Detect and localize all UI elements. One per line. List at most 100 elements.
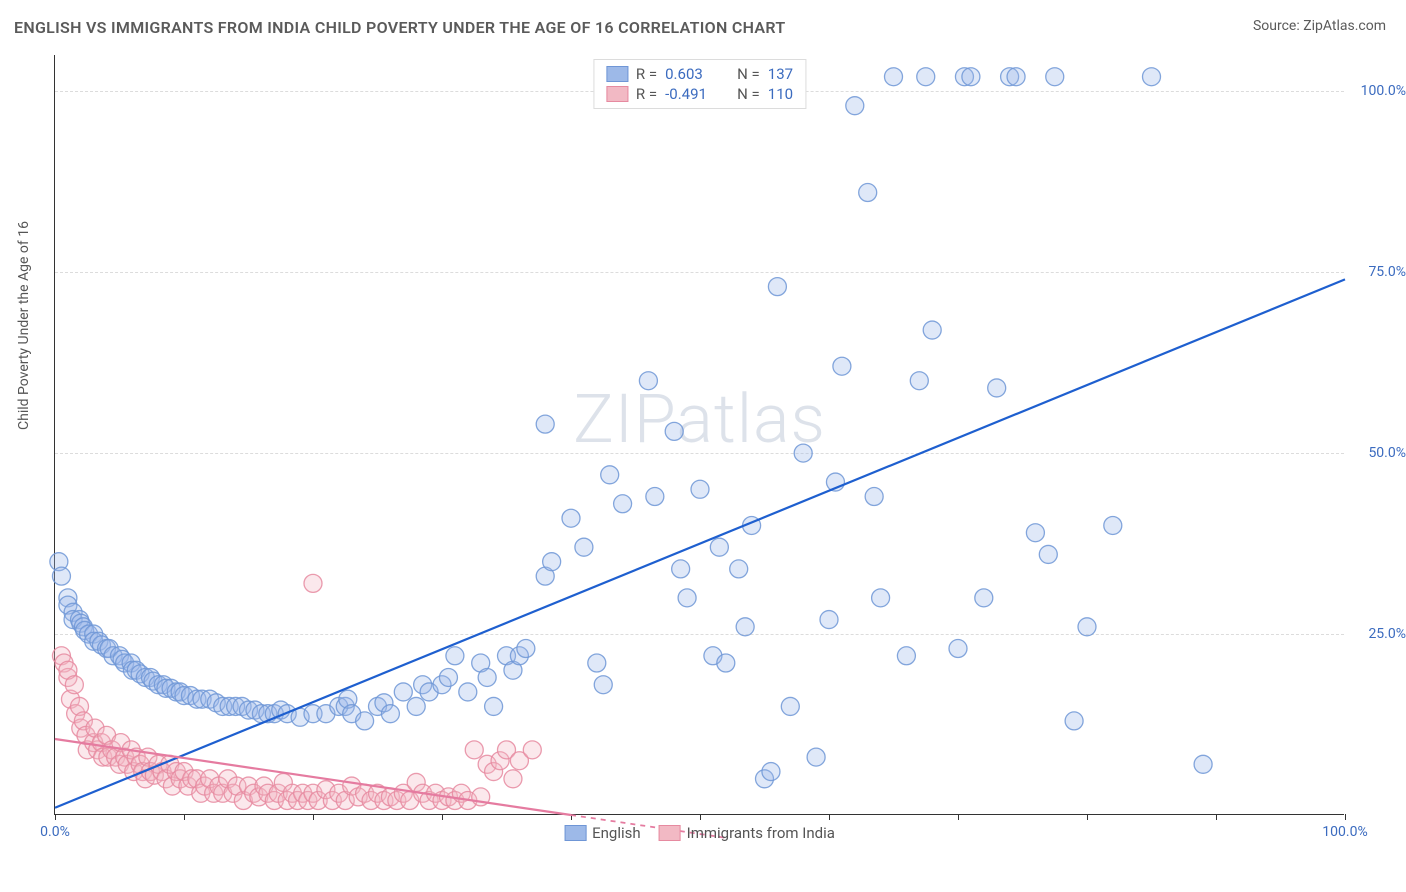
data-point xyxy=(523,741,541,759)
y-tick-label: 25.0% xyxy=(1368,626,1406,642)
data-point xyxy=(962,68,980,86)
x-tick-label: 100.0% xyxy=(1322,824,1367,840)
n-value: 137 xyxy=(768,65,793,83)
data-point xyxy=(588,654,606,672)
data-point xyxy=(923,321,941,339)
data-point xyxy=(807,748,825,766)
legend-swatch xyxy=(606,66,628,82)
data-point xyxy=(1026,524,1044,542)
legend-swatch xyxy=(659,825,681,841)
x-tick xyxy=(1345,814,1346,820)
legend-series-label: Immigrants from India xyxy=(687,824,835,842)
data-point xyxy=(646,488,664,506)
legend-series-label: English xyxy=(592,824,641,842)
data-point xyxy=(768,278,786,296)
data-point xyxy=(872,589,890,607)
x-tick-label: 0.0% xyxy=(40,824,70,840)
data-point xyxy=(897,647,915,665)
data-point xyxy=(975,589,993,607)
r-value: -0.491 xyxy=(665,85,723,103)
data-point xyxy=(65,676,83,694)
data-point xyxy=(439,668,457,686)
data-point xyxy=(691,480,709,498)
legend-correlation: R = 0.603 N = 137 R = -0.491 N = 110 xyxy=(593,59,806,109)
trend-line xyxy=(55,279,1345,807)
data-point xyxy=(478,668,496,686)
x-tick xyxy=(55,814,56,820)
data-point xyxy=(781,697,799,715)
data-point xyxy=(543,553,561,571)
data-point xyxy=(846,97,864,115)
source-label: Source: xyxy=(1253,18,1300,34)
data-point xyxy=(820,611,838,629)
data-point xyxy=(988,379,1006,397)
data-point xyxy=(717,654,735,672)
legend-correlation-row: R = 0.603 N = 137 xyxy=(606,64,793,84)
data-point xyxy=(304,574,322,592)
x-tick xyxy=(1087,814,1088,820)
data-point xyxy=(1143,68,1161,86)
data-point xyxy=(736,618,754,636)
legend-series-item: Immigrants from India xyxy=(659,824,835,842)
x-tick xyxy=(700,814,701,820)
x-tick xyxy=(184,814,185,820)
x-tick xyxy=(958,814,959,820)
data-point xyxy=(1078,618,1096,636)
legend-series-item: English xyxy=(564,824,641,842)
data-point xyxy=(407,697,425,715)
y-tick-label: 100.0% xyxy=(1361,83,1406,99)
plot-area: ZIPatlas 25.0%50.0%75.0%100.0% 0.0%100.0… xyxy=(54,55,1344,815)
data-point xyxy=(678,589,696,607)
chart-svg xyxy=(55,55,1344,814)
x-tick xyxy=(442,814,443,820)
r-label: R = xyxy=(636,65,657,83)
data-point xyxy=(1065,712,1083,730)
legend-swatch xyxy=(606,86,628,102)
data-point xyxy=(536,415,554,433)
data-point xyxy=(594,676,612,694)
data-point xyxy=(1007,68,1025,86)
data-point xyxy=(517,640,535,658)
y-tick-label: 50.0% xyxy=(1368,445,1406,461)
data-point xyxy=(710,538,728,556)
data-point xyxy=(1104,516,1122,534)
data-point xyxy=(1046,68,1064,86)
data-point xyxy=(601,466,619,484)
legend-swatch xyxy=(564,825,586,841)
y-tick-label: 75.0% xyxy=(1368,264,1406,280)
data-point xyxy=(465,741,483,759)
n-value: 110 xyxy=(768,85,793,103)
legend-series: English Immigrants from India xyxy=(564,824,835,842)
data-point xyxy=(665,422,683,440)
n-label: N = xyxy=(737,85,760,103)
data-point xyxy=(762,763,780,781)
data-point xyxy=(1039,545,1057,563)
x-tick xyxy=(1216,814,1217,820)
data-point xyxy=(614,495,632,513)
data-point xyxy=(381,705,399,723)
data-point xyxy=(794,444,812,462)
x-tick xyxy=(313,814,314,820)
n-label: N = xyxy=(737,65,760,83)
data-point xyxy=(949,640,967,658)
data-point xyxy=(859,184,877,202)
source-value: ZipAtlas.com xyxy=(1303,18,1386,34)
chart-title: ENGLISH VS IMMIGRANTS FROM INDIA CHILD P… xyxy=(14,18,785,37)
r-label: R = xyxy=(636,85,657,103)
data-point xyxy=(459,683,477,701)
y-axis-label: Child Poverty Under the Age of 16 xyxy=(16,221,32,430)
data-point xyxy=(504,770,522,788)
r-value: 0.603 xyxy=(665,65,723,83)
data-point xyxy=(394,683,412,701)
source-attribution: Source: ZipAtlas.com xyxy=(1253,18,1386,34)
data-point xyxy=(485,697,503,715)
data-point xyxy=(562,509,580,527)
data-point xyxy=(885,68,903,86)
data-point xyxy=(672,560,690,578)
data-point xyxy=(639,372,657,390)
data-point xyxy=(446,647,464,665)
legend-correlation-row: R = -0.491 N = 110 xyxy=(606,84,793,104)
data-point xyxy=(910,372,928,390)
data-point xyxy=(52,567,70,585)
data-point xyxy=(356,712,374,730)
